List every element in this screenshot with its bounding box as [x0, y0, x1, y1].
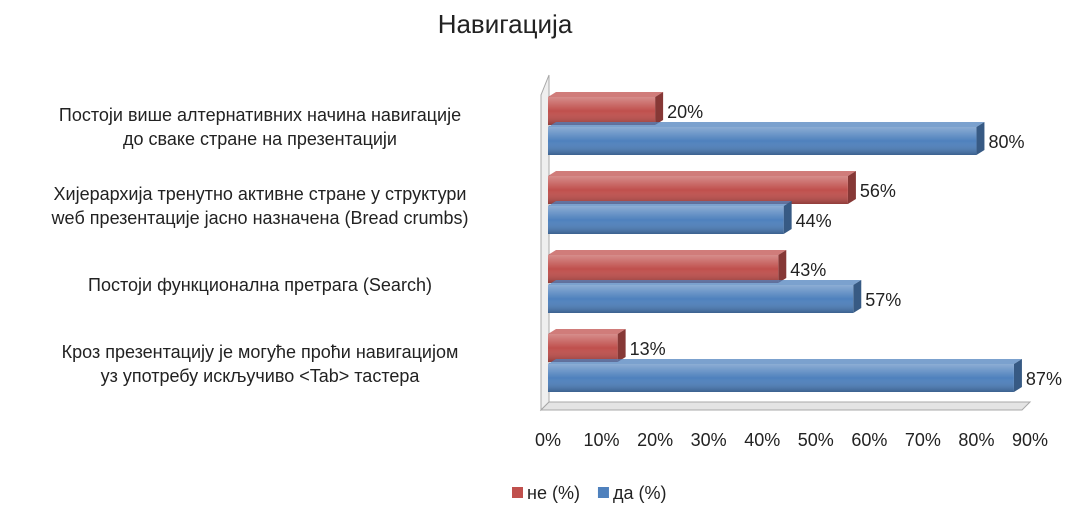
legend-swatch — [512, 487, 523, 498]
category-label: Постоји функционална претрага (Search) — [88, 275, 432, 295]
x-tick-label: 50% — [798, 430, 834, 450]
bar-top — [548, 201, 792, 206]
bar-end — [853, 280, 862, 313]
category-label: Хијерархија тренутно активне стране у ст… — [51, 184, 469, 228]
x-tick-label: 10% — [584, 430, 620, 450]
bar-shade — [548, 127, 977, 155]
bar-end — [778, 250, 787, 283]
x-tick-label: 60% — [851, 430, 887, 450]
value-label: 43% — [790, 260, 826, 280]
bar-top — [548, 92, 664, 97]
bar-shade — [548, 176, 848, 204]
x-tick-label: 80% — [958, 430, 994, 450]
x-tick-label: 40% — [744, 430, 780, 450]
bar-top — [548, 122, 985, 127]
category-label: Постоји више алтернативних начина навига… — [58, 105, 462, 149]
back-wall — [540, 74, 550, 412]
bar-shade — [548, 334, 618, 362]
bar-shade — [548, 364, 1014, 392]
x-tick-label: 0% — [535, 430, 561, 450]
bar-end — [1013, 359, 1022, 392]
legend-swatch — [597, 487, 609, 498]
x-tick-label: 90% — [1012, 430, 1048, 450]
value-label: 80% — [988, 132, 1024, 152]
bar-top — [548, 329, 626, 334]
bar-top — [548, 280, 862, 285]
bar-shade — [548, 285, 854, 313]
category-label: Кроз презентацију је могуће проћи навига… — [61, 342, 459, 386]
value-label: 13% — [630, 339, 666, 359]
bar-top — [548, 171, 856, 176]
bar-end — [655, 92, 664, 125]
x-tick-label: 30% — [691, 430, 727, 450]
bar-shade — [548, 206, 784, 234]
value-label: 57% — [865, 290, 901, 310]
bar-end — [976, 122, 985, 155]
legend-label: не (%) — [527, 483, 580, 503]
bar-end — [783, 201, 792, 234]
bar-shade — [548, 97, 656, 125]
x-tick-label: 70% — [905, 430, 941, 450]
value-label: 56% — [860, 181, 896, 201]
bar-end — [847, 171, 856, 204]
chart-title: Навигација — [438, 9, 573, 39]
value-label: 87% — [1026, 369, 1062, 389]
bar-shade — [548, 255, 779, 283]
legend-label: да (%) — [613, 483, 667, 503]
floor — [539, 401, 1032, 411]
bar-end — [617, 329, 626, 362]
value-label: 44% — [796, 211, 832, 231]
x-tick-label: 20% — [637, 430, 673, 450]
bar-top — [548, 359, 1022, 364]
bar-top — [548, 250, 787, 255]
value-label: 20% — [667, 102, 703, 122]
